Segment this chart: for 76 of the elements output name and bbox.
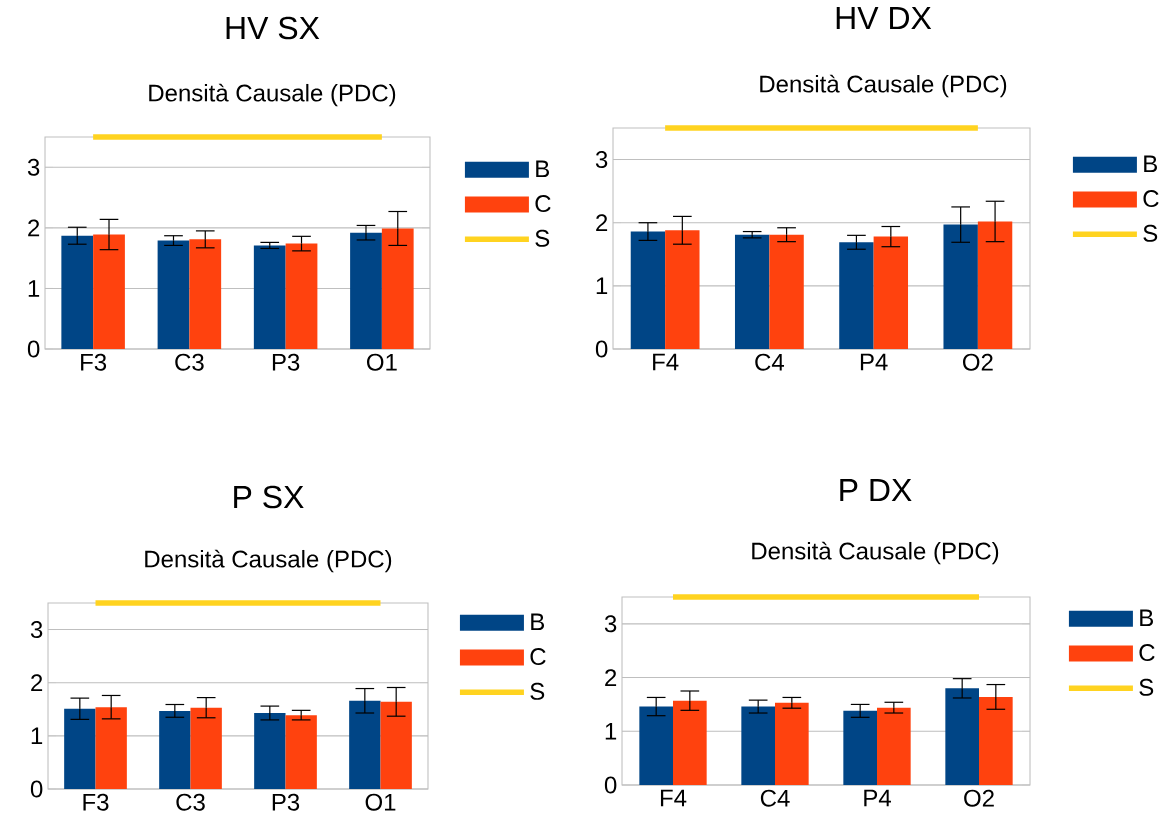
bar [285,243,318,349]
x-tick-label: F4 [653,353,679,371]
y-tick-label: 0 [595,340,608,358]
legend-label: S [1139,678,1154,696]
chart-subtitle: Densità Causale (PDC) [145,549,392,573]
x-tick-label: F3 [81,353,107,371]
legend-label: S [530,682,545,700]
y-tick-label: 1 [31,727,43,745]
bar [977,221,1013,349]
chart-subtitle: Densità Causale (PDC) [760,74,1007,98]
legend-label: C [535,195,551,213]
chart-title: P SX [234,485,304,509]
bar [979,696,1013,785]
bar [877,707,911,785]
bar [741,706,775,785]
y-tick-label: 1 [596,277,608,295]
x-tick-label: P3 [272,793,300,811]
bar [665,230,700,349]
x-tick-label: C3 [176,793,205,811]
x-tick-label: O2 [962,353,993,371]
x-tick-label: C4 [760,789,790,807]
chart-subtitle: Densità Causale (PDC) [752,541,999,565]
y-tick-label: 0 [30,780,43,798]
x-tick-label: P4 [860,353,888,371]
bar [253,245,286,349]
chart-title: P DX [840,479,912,502]
bar [381,228,414,349]
y-tick-label: 3 [604,615,617,633]
bar [839,242,874,349]
x-tick-label: O2 [964,789,994,807]
x-tick-label: O1 [365,793,396,811]
y-tick-label: 0 [27,340,40,358]
legend-label: S [1143,224,1158,242]
x-tick-label: C3 [175,353,204,371]
bar [189,239,222,349]
bar [630,231,666,349]
y-tick-label: 3 [27,158,40,176]
x-tick-label: F3 [83,793,109,811]
y-tick-label: 2 [31,674,43,692]
y-tick-label: 2 [605,669,617,686]
chart-subtitle: Densità Causale (PDC) [149,83,396,107]
x-tick-label: C4 [755,353,785,371]
bar [945,688,979,785]
y-tick-label: 2 [596,214,608,232]
y-tick-label: 1 [28,280,40,297]
bar [769,234,804,349]
bar [350,232,382,349]
legend-label: C [1139,644,1155,662]
bar [734,234,770,349]
bar [673,700,707,785]
x-tick-label: F4 [660,789,687,807]
bar [61,235,94,349]
chart-title: HV DX [836,7,932,30]
legend-label: B [1140,609,1153,627]
bar [843,710,877,785]
y-tick-label: 1 [605,723,617,740]
legend-label: B [531,613,545,631]
x-tick-label: P4 [864,789,891,807]
x-tick-label: P3 [272,353,300,371]
bar [873,236,909,349]
y-tick-label: 2 [28,219,40,237]
y-tick-label: 3 [595,151,608,169]
x-tick-label: O1 [367,353,397,371]
bar [93,234,125,349]
bar [775,702,809,785]
bar [639,706,674,785]
y-tick-label: 0 [604,776,617,794]
legend-label: B [1144,155,1157,173]
bar [943,224,978,349]
y-tick-label: 3 [30,621,43,639]
chart-title: HV SX [226,16,320,40]
legend-label: B [536,160,549,178]
legend-label: C [1143,190,1159,208]
legend-label: C [530,648,546,666]
bar [157,240,190,349]
legend-label: S [535,229,550,247]
